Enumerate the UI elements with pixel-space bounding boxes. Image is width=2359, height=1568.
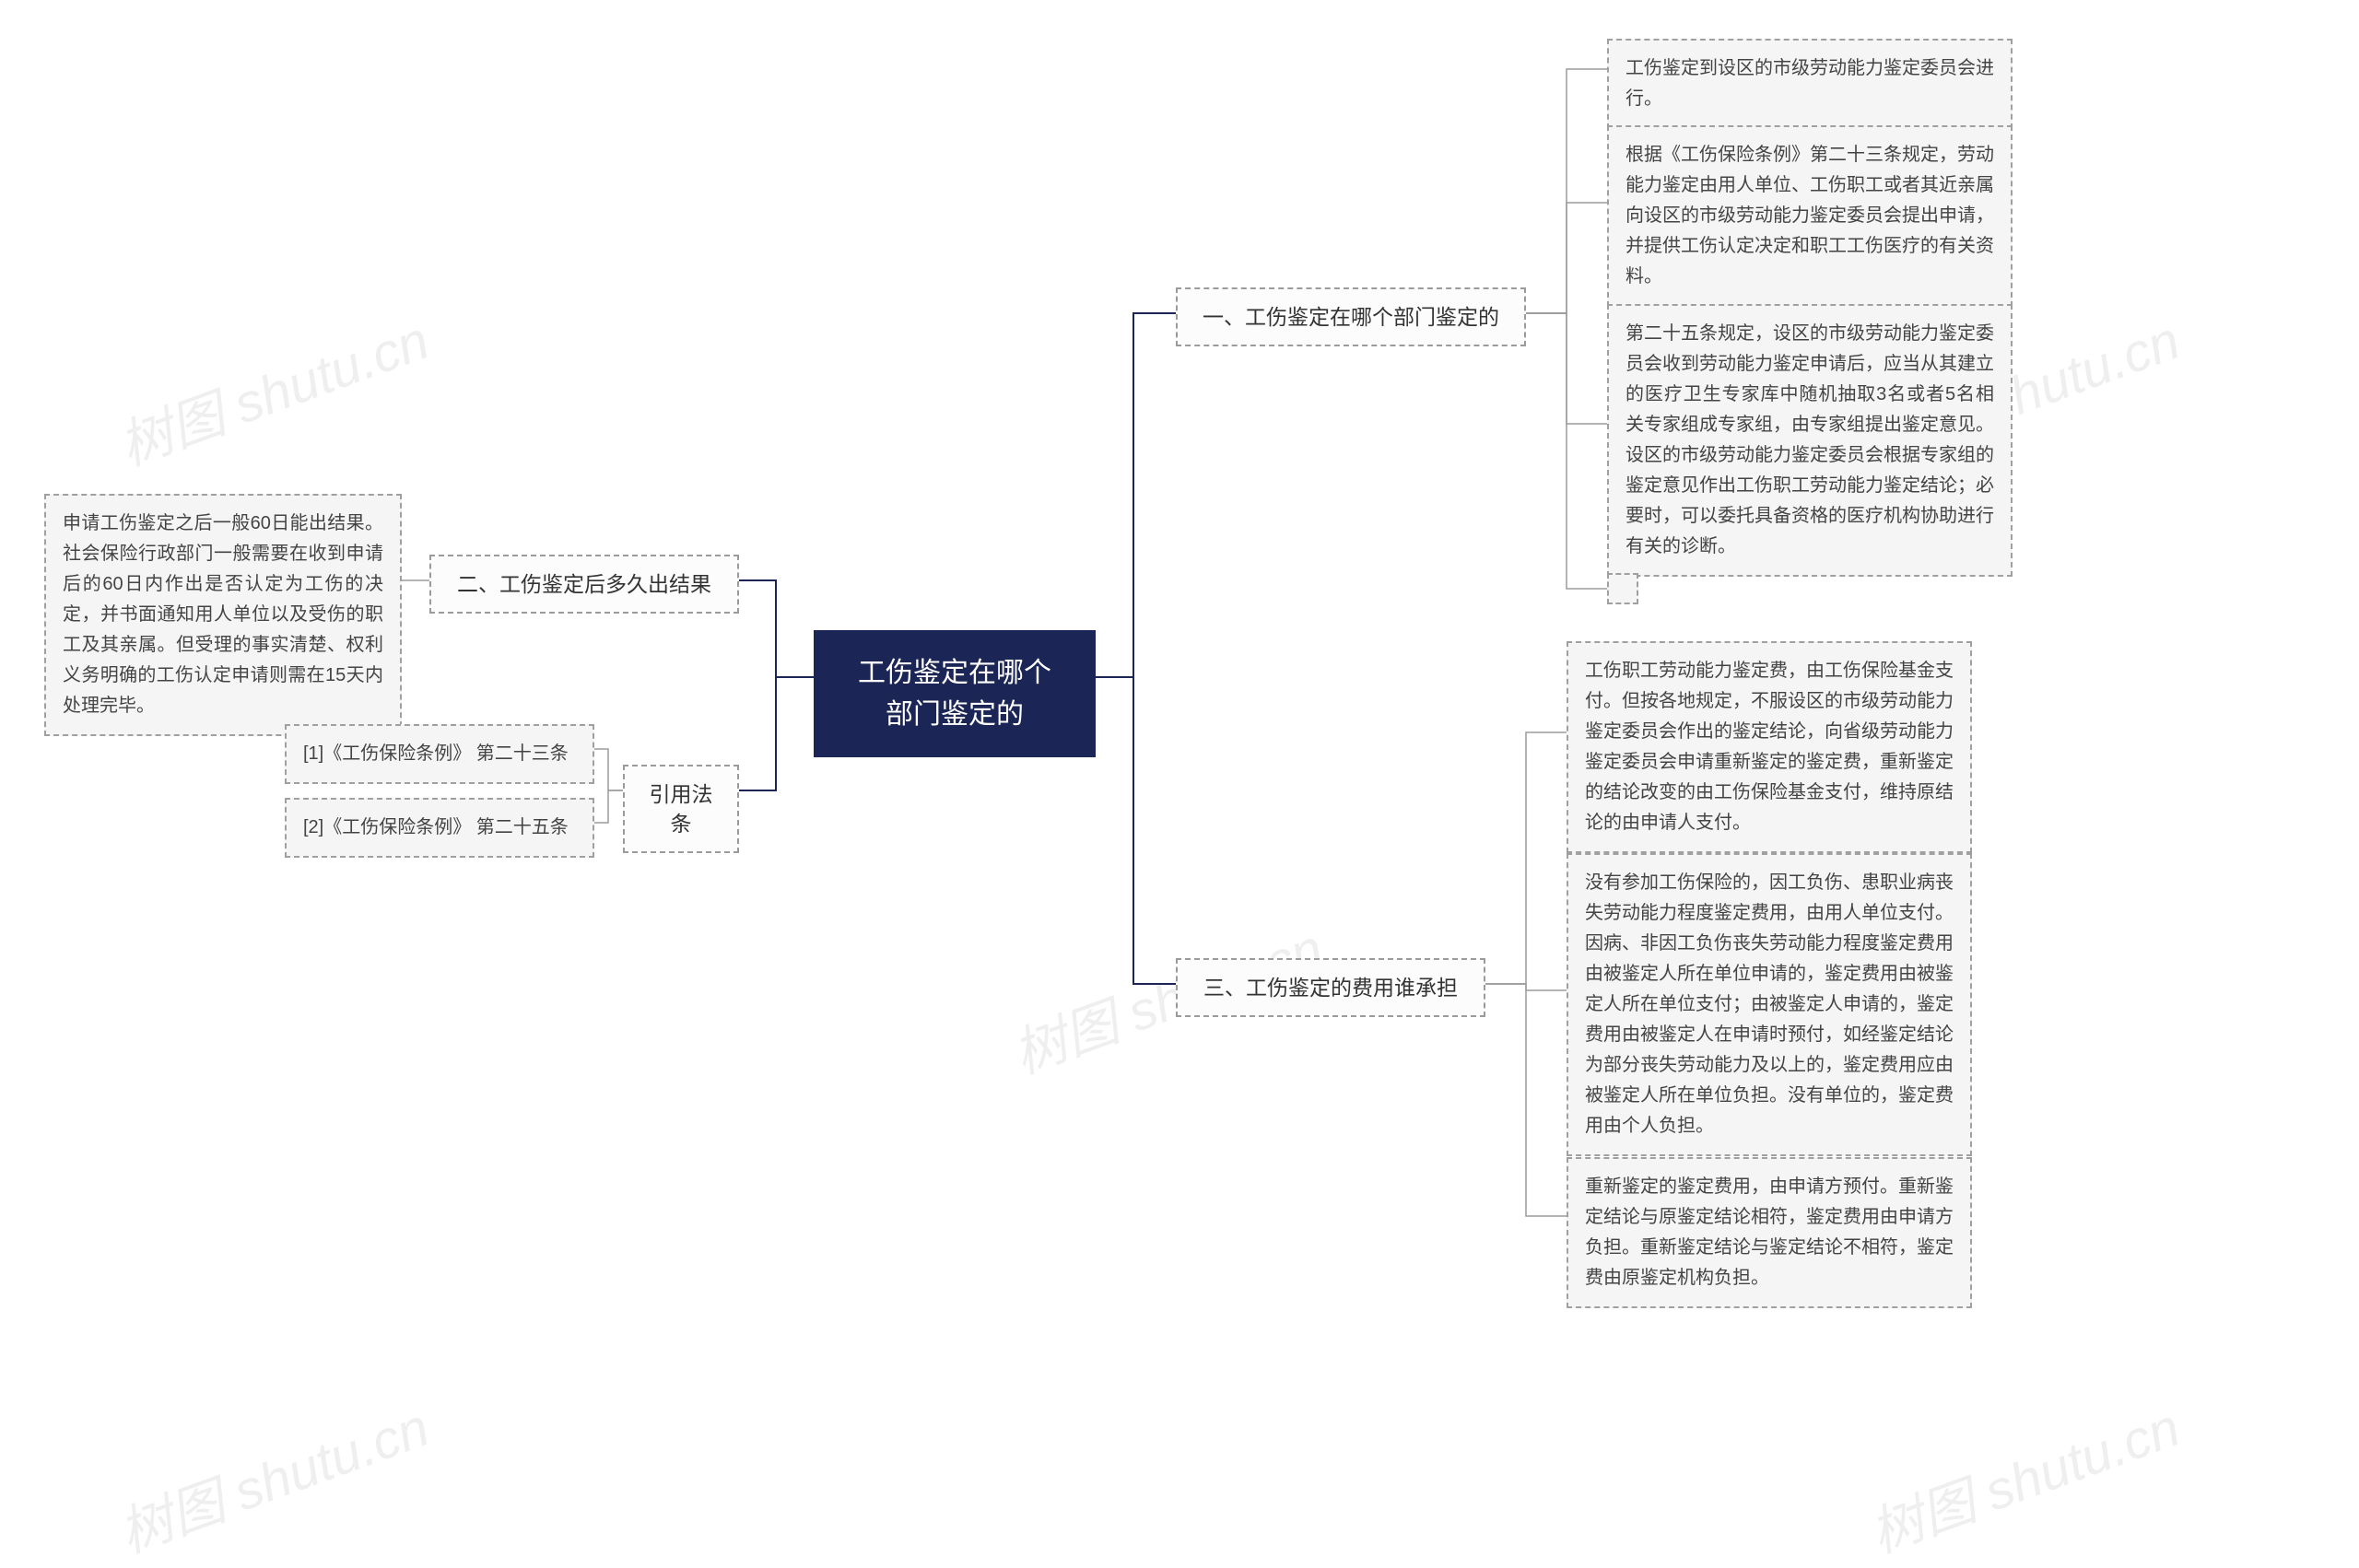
- leaf-node[interactable]: 没有参加工伤保险的，因工负伤、患职业病丧失劳动能力程度鉴定费用，由用人单位支付。…: [1567, 853, 1972, 1156]
- leaf-node-empty[interactable]: [1607, 573, 1638, 604]
- branch-section-2[interactable]: 二、工伤鉴定后多久出结果: [429, 555, 739, 614]
- leaf-node[interactable]: 第二十五条规定，设区的市级劳动能力鉴定委员会收到劳动能力鉴定申请后，应当从其建立…: [1607, 304, 2013, 577]
- leaf-node[interactable]: [2]《工伤保险条例》 第二十五条: [285, 798, 594, 858]
- watermark: 树图 shutu.cn: [107, 297, 438, 480]
- branch-section-1[interactable]: 一、工伤鉴定在哪个部门鉴定的: [1176, 287, 1526, 346]
- leaf-node[interactable]: 申请工伤鉴定之后一般60日能出结果。社会保险行政部门一般需要在收到申请后的60日…: [44, 494, 402, 736]
- leaf-node[interactable]: 工伤鉴定到设区的市级劳动能力鉴定委员会进行。: [1607, 39, 2013, 129]
- leaf-node[interactable]: 工伤职工劳动能力鉴定费，由工伤保险基金支付。但按各地规定，不服设区的市级劳动能力…: [1567, 641, 1972, 853]
- mindmap-center[interactable]: 工伤鉴定在哪个部门鉴定的: [814, 630, 1096, 757]
- branch-section-3[interactable]: 三、工伤鉴定的费用谁承担: [1176, 958, 1485, 1017]
- watermark: 树图 shutu.cn: [1858, 1384, 2189, 1567]
- leaf-node[interactable]: 重新鉴定的鉴定费用，由申请方预付。重新鉴定结论与原鉴定结论相符，鉴定费用由申请方…: [1567, 1157, 1972, 1308]
- leaf-node[interactable]: [1]《工伤保险条例》 第二十三条: [285, 724, 594, 784]
- watermark: 树图 shutu.cn: [107, 1384, 438, 1567]
- leaf-node[interactable]: 根据《工伤保险条例》第二十三条规定，劳动能力鉴定由用人单位、工伤职工或者其近亲属…: [1607, 125, 2013, 307]
- branch-citations[interactable]: 引用法条: [623, 765, 739, 853]
